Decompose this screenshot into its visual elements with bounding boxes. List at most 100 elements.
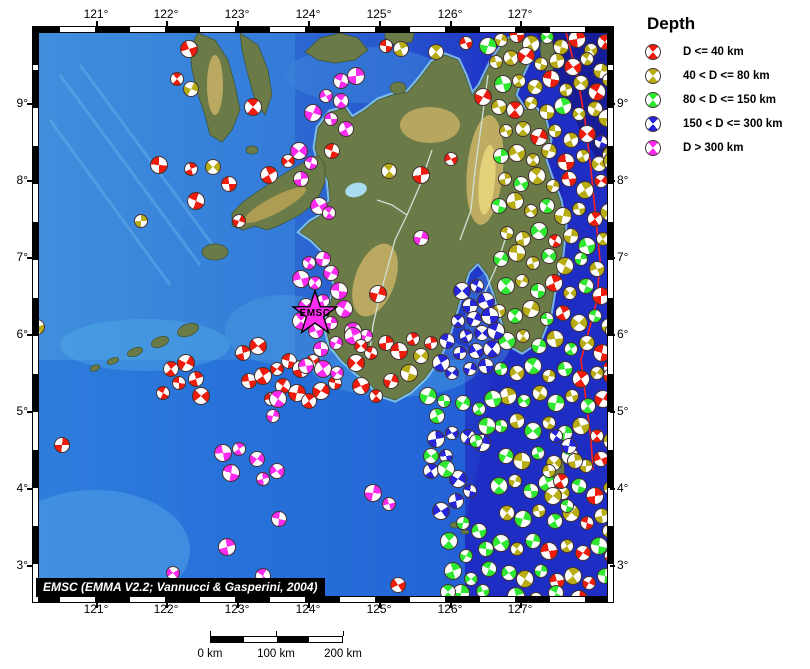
beachball-y (541, 143, 557, 159)
beachball-g (476, 584, 490, 597)
beachball-y (559, 83, 573, 97)
beachball-g (494, 362, 508, 376)
lon-label-bottom: 124° (295, 602, 321, 616)
beachball-y (596, 232, 609, 246)
scale-bar (210, 636, 343, 643)
beachball-m (304, 156, 318, 170)
beachball-g (530, 222, 548, 240)
lon-label-bottom: 122° (153, 602, 179, 616)
beachball-r (249, 337, 267, 355)
beachball-y (499, 124, 513, 138)
legend-entry: 80 < D <= 150 km (645, 92, 805, 108)
axis-tick (610, 334, 615, 336)
beachball-g (464, 572, 478, 586)
scale-bar-tick (210, 631, 211, 636)
axis-tick (610, 257, 615, 259)
beachball-b (463, 362, 477, 376)
axis-tick (379, 603, 381, 608)
beachball-g (524, 357, 542, 375)
beachball-b (432, 354, 450, 372)
beachball-y (546, 179, 560, 193)
axis-tick (610, 411, 615, 413)
beachball-y (515, 274, 529, 288)
beachball-r (54, 437, 70, 453)
beachball-g (517, 394, 531, 408)
beachball-r (347, 354, 365, 372)
cebu-island (239, 32, 273, 116)
lon-label-top: 126° (437, 7, 463, 21)
beachball-r (244, 98, 262, 116)
legend-entry: 40 < D <= 80 km (645, 68, 805, 84)
lat-label-right: 9° (617, 96, 629, 110)
beachball-b (445, 366, 459, 380)
axis-tick (96, 21, 98, 26)
beachball-g (472, 402, 486, 416)
beachball-y (544, 487, 562, 505)
beachball-y (527, 79, 543, 95)
lon-label-bottom: 123° (224, 602, 250, 616)
beachball-y (554, 207, 572, 225)
beachball-r (281, 154, 295, 168)
beachball-g (440, 584, 456, 597)
axis-tick (27, 411, 32, 413)
beachball-y (589, 261, 605, 277)
lon-label-top: 122° (153, 7, 179, 21)
beachball-b (449, 470, 467, 488)
beachball-y (526, 153, 540, 167)
beachball-m (232, 442, 246, 456)
beachball-b (561, 438, 577, 454)
axis-tick (27, 334, 32, 336)
axis-tick (520, 21, 522, 26)
beachball-y (580, 52, 594, 66)
beachball-b (432, 502, 450, 520)
beachball-y (548, 124, 562, 138)
scale-bar-label: 100 km (257, 648, 295, 660)
attribution-box: EMSC (EMMA V2.2; Vannucci & Gasperini, 2… (36, 578, 325, 597)
beachball-y (508, 244, 526, 262)
beachball-y (563, 132, 579, 148)
beachball-g (494, 75, 512, 93)
lon-label-top: 125° (366, 7, 392, 21)
beachball-m (322, 206, 336, 220)
legend-beachball-icon (645, 68, 661, 84)
beachball-b (453, 282, 471, 300)
beachball-g (578, 278, 594, 294)
beachball-b (463, 484, 477, 498)
beachball-b (453, 346, 467, 360)
scale-bar-segment (276, 637, 310, 642)
beachball-y (428, 44, 444, 60)
beachball-r (542, 70, 560, 88)
legend-beachball-icon (645, 140, 661, 156)
beachball-g (423, 448, 439, 464)
legend-entry-label: 80 < D <= 150 km (683, 94, 777, 106)
beachball-r (578, 125, 596, 143)
beachball-g (444, 562, 462, 580)
beachball-r (150, 156, 168, 174)
beachball-y (513, 452, 531, 470)
axis-tick (308, 603, 310, 608)
scale-bar-segment (309, 637, 342, 642)
axis-tick (520, 603, 522, 608)
beachball-y (522, 300, 540, 318)
scale-bar-tick (276, 631, 277, 636)
sulu-island-1 (177, 322, 199, 338)
beachball-r (254, 367, 272, 385)
beachball-g (493, 148, 509, 164)
beachball-m (382, 497, 396, 511)
beachball-r (506, 101, 524, 119)
celebes-light-patch (35, 490, 190, 597)
beachball-g (539, 198, 555, 214)
axis-tick (610, 103, 615, 105)
beachball-m (290, 142, 308, 160)
basilan-island (201, 243, 229, 261)
axis-tick (166, 603, 168, 608)
lat-label-left: 5° (16, 404, 28, 418)
beachball-g (459, 549, 473, 563)
beachball-g (541, 248, 557, 264)
beachball-y (572, 202, 586, 216)
beachball-y (549, 53, 565, 69)
axis-tick (27, 103, 32, 105)
beachball-r (586, 487, 604, 505)
beachball-y (528, 167, 546, 185)
beachball-b (478, 358, 494, 374)
